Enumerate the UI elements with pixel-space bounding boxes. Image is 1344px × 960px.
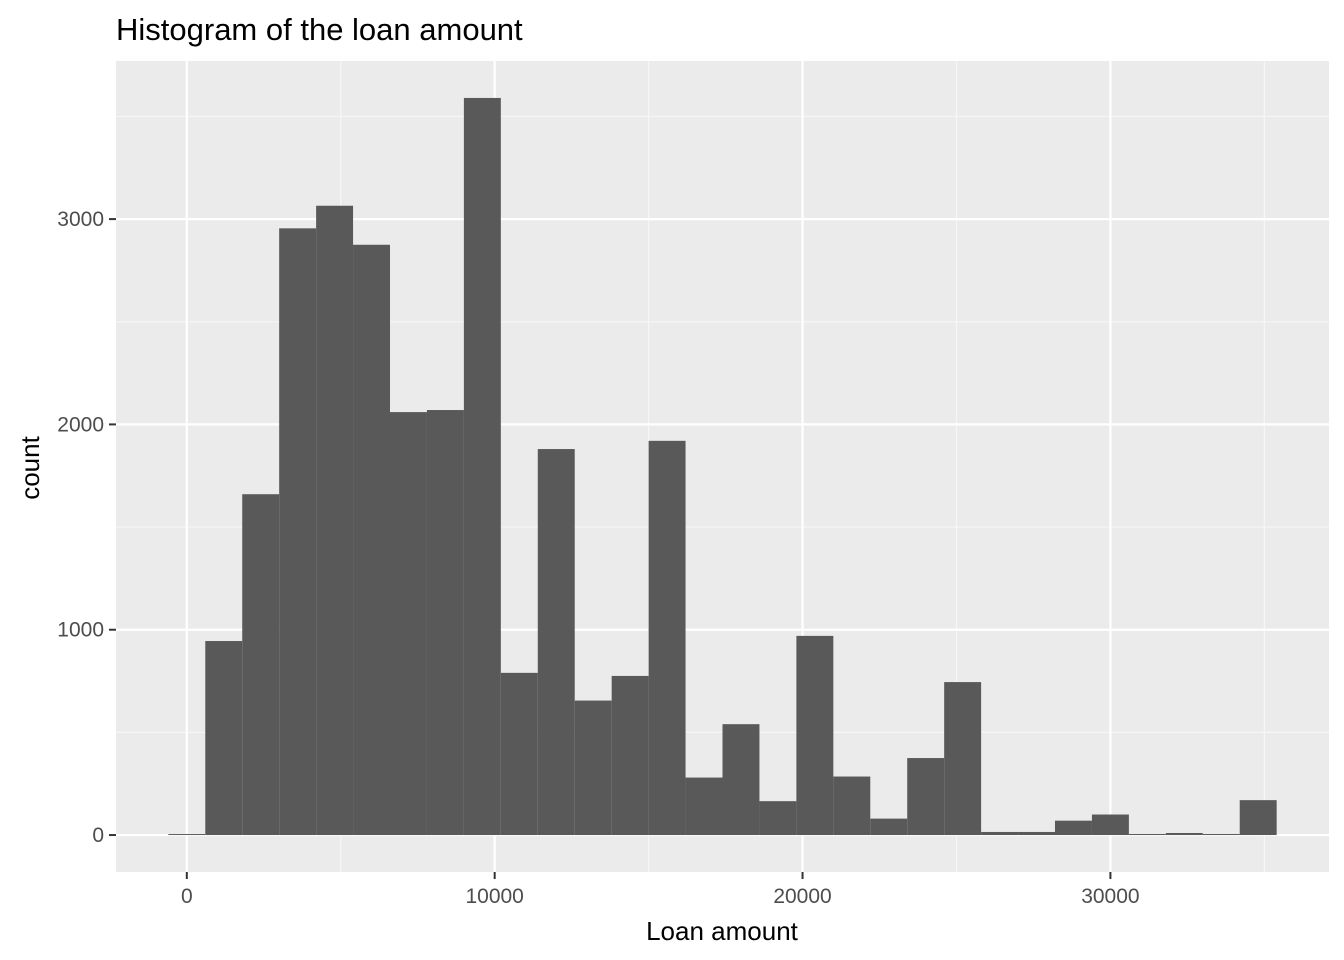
x-tick-label: 10000: [465, 885, 523, 908]
histogram-bar-13: [648, 440, 686, 836]
y-tick-label: 3000: [57, 208, 104, 231]
histogram-bar-25: [1091, 814, 1129, 836]
histogram-bars: [168, 97, 1277, 836]
histogram-bar-14: [685, 777, 723, 836]
histogram-bar-10: [537, 449, 575, 836]
x-axis-ticks: 0 10000 20000 30000: [181, 872, 1140, 908]
y-tick-label: 2000: [57, 413, 104, 436]
histogram-bar-28: [1202, 834, 1240, 836]
histogram-bar-24: [1054, 820, 1092, 836]
histogram-bar-23: [1018, 831, 1055, 836]
y-tick-label: 1000: [57, 619, 104, 642]
histogram-bar-0: [168, 834, 206, 836]
histogram-bar-17: [796, 635, 834, 836]
histogram-bar-27: [1165, 832, 1203, 836]
y-axis-ticks: 0 1000 2000 3000: [57, 208, 116, 847]
histogram-bar-7: [426, 410, 464, 836]
histogram-bar-15: [722, 724, 760, 836]
histogram-bar-21: [944, 682, 982, 836]
histogram-bar-3: [279, 228, 317, 836]
y-axis-title: count: [15, 435, 45, 499]
histogram-bar-29: [1239, 800, 1277, 836]
histogram-bar-6: [390, 412, 427, 836]
histogram-bar-1: [205, 641, 243, 836]
histogram-bar-18: [833, 776, 871, 836]
histogram-bar-12: [611, 675, 649, 836]
x-tick-label: 30000: [1081, 885, 1139, 908]
x-axis-title: Loan amount: [646, 916, 799, 946]
histogram-bar-11: [574, 700, 612, 836]
histogram-bar-8: [463, 97, 501, 836]
histogram-bar-5: [353, 244, 391, 836]
x-tick-label: 20000: [773, 885, 831, 908]
chart-title: Histogram of the loan amount: [116, 12, 523, 47]
histogram-bar-26: [1128, 834, 1166, 836]
histogram-bar-9: [500, 672, 538, 836]
histogram-bar-19: [870, 818, 908, 836]
histogram-bar-22: [981, 831, 1019, 836]
x-tick-label: 0: [181, 885, 193, 908]
histogram-bar-2: [242, 494, 280, 836]
y-tick-label: 0: [92, 824, 104, 847]
histogram-bar-16: [759, 801, 797, 836]
histogram-bar-4: [316, 205, 354, 836]
histogram-bar-20: [907, 758, 945, 836]
